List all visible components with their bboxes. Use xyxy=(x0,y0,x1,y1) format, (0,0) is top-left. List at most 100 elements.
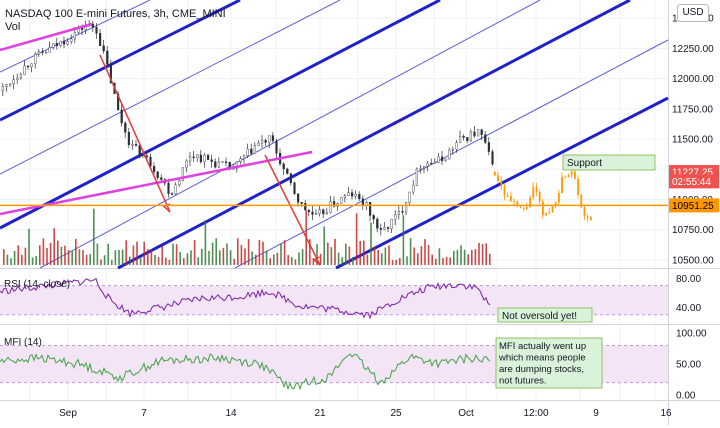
volume-bar xyxy=(190,250,192,265)
volume-bar xyxy=(255,254,257,265)
red-arrow xyxy=(264,154,321,266)
projection-candle xyxy=(500,180,503,187)
candle-body xyxy=(466,137,469,141)
projection-candle xyxy=(590,217,592,221)
candle-body xyxy=(145,155,148,158)
candle-body xyxy=(300,202,303,204)
candle-body xyxy=(405,202,408,213)
candle-body xyxy=(462,136,465,138)
volume-bar xyxy=(49,242,52,265)
channel-line-thin xyxy=(39,0,541,269)
projection-candle xyxy=(586,216,589,218)
candle-body xyxy=(63,40,66,45)
projection-candle xyxy=(535,186,538,193)
volume-bar xyxy=(204,219,207,265)
mfi-note-line: MFI actually went up xyxy=(499,341,586,352)
rsi-note-box xyxy=(497,307,593,323)
projection-candle xyxy=(561,176,563,194)
mfi-note-box xyxy=(495,337,603,389)
volume-bar xyxy=(291,257,293,265)
volume-bar xyxy=(309,239,311,265)
candle-body xyxy=(307,209,310,213)
volume-bar xyxy=(233,258,235,265)
candle-body xyxy=(178,180,181,186)
candle-body xyxy=(401,211,404,213)
volume-bar xyxy=(294,259,297,265)
volume-bar xyxy=(240,245,243,265)
projection-candle xyxy=(548,212,551,214)
volume-bar xyxy=(13,250,16,265)
mfi-tick-label: 100.00 xyxy=(676,329,707,340)
volume-bar xyxy=(78,249,81,265)
symbol-title[interactable]: NASDAQ 100 E-mini Futures, 3h, CME_MINI xyxy=(5,8,226,20)
volume-bar xyxy=(82,250,84,265)
time-tick-label: 7 xyxy=(141,408,147,419)
candle-body xyxy=(221,161,224,163)
volume-bar xyxy=(10,258,12,265)
candle-body xyxy=(12,79,15,85)
projection-candle xyxy=(545,213,547,216)
price-badge xyxy=(669,174,719,189)
candle-body xyxy=(268,135,271,143)
candle-body xyxy=(214,161,217,168)
candle-body xyxy=(70,38,73,42)
candle-body xyxy=(315,213,318,215)
candle-body xyxy=(239,158,242,162)
volume-bar xyxy=(28,228,30,265)
volume-bar xyxy=(85,254,88,265)
time-tick-label: 9 xyxy=(593,408,599,419)
candle-body xyxy=(127,132,130,145)
time-tick-label: Oct xyxy=(458,408,474,419)
candle-body xyxy=(203,154,206,163)
volume-bar xyxy=(179,252,181,265)
volume-bar xyxy=(323,226,325,265)
projection-candle xyxy=(580,194,583,208)
candle-body xyxy=(383,227,386,230)
candle-body xyxy=(408,191,411,203)
volume-bar xyxy=(226,243,228,265)
volume-bar xyxy=(258,240,261,265)
magenta-trendline xyxy=(0,150,313,216)
volume-bar xyxy=(283,240,286,265)
candle-body xyxy=(174,184,177,195)
channel-line-thin xyxy=(234,39,669,269)
candle-body xyxy=(437,156,440,163)
volume-bar xyxy=(129,256,131,265)
volume-bar xyxy=(143,241,145,265)
candle-body xyxy=(304,203,307,211)
candle-body xyxy=(369,202,372,216)
candle-body xyxy=(134,144,138,146)
volume-bar xyxy=(229,250,232,265)
channel-line-thin xyxy=(0,0,341,175)
volume-bar xyxy=(172,243,174,265)
currency-button[interactable]: USD xyxy=(677,4,709,22)
candle-body xyxy=(34,53,37,65)
candle-body xyxy=(261,140,264,144)
candle-body xyxy=(257,142,260,146)
candle-body xyxy=(351,192,354,197)
candle-body xyxy=(170,193,174,195)
volume-bar xyxy=(399,258,401,265)
volume-bar xyxy=(431,254,433,265)
candle-body xyxy=(152,166,156,173)
volume-bar xyxy=(348,246,351,265)
candle-body xyxy=(376,218,379,229)
candle-body xyxy=(358,194,361,200)
volume-bar xyxy=(222,247,225,265)
candle-body xyxy=(444,158,447,161)
candle-body xyxy=(433,162,436,164)
volume-bar xyxy=(363,240,365,265)
rsi-title: RSI (14, close) xyxy=(4,279,70,290)
projection-candle xyxy=(519,206,522,208)
projection-candle xyxy=(554,202,557,206)
rsi-note-text: Not oversold yet! xyxy=(502,311,577,322)
candle-body xyxy=(98,33,102,46)
projection-candle xyxy=(570,171,573,175)
candle-body xyxy=(1,86,4,91)
candle-body xyxy=(264,140,267,143)
volume-bar xyxy=(139,258,142,265)
volume-bar xyxy=(64,245,66,265)
projection-candle xyxy=(522,207,525,209)
volume-label[interactable]: Vol xyxy=(5,21,21,33)
